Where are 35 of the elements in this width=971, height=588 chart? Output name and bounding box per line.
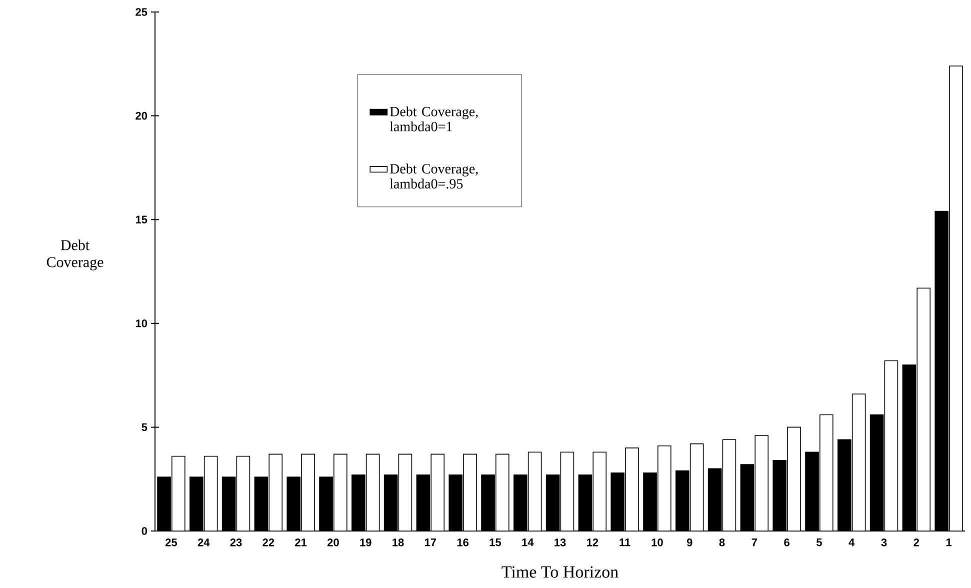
x-tick-label: 1 xyxy=(946,538,952,546)
x-tick-label: 19 xyxy=(360,538,372,546)
x-axis-title: Time To Horizon xyxy=(502,566,618,578)
x-tick-label: 13 xyxy=(554,538,566,546)
x-tick-label: 17 xyxy=(424,538,436,546)
x-tick-label: 3 xyxy=(881,538,887,546)
x-tick-label: 24 xyxy=(198,538,210,546)
y-tick-label: 0 xyxy=(142,527,148,535)
x-tick-label: 22 xyxy=(262,538,274,546)
x-tick-label: 16 xyxy=(457,538,469,546)
x-tick-label: 10 xyxy=(652,538,663,546)
legend-label: Debt Coverage, lambda0=.95 xyxy=(390,164,478,189)
x-tick-label: 6 xyxy=(784,538,790,546)
y-axis-title: Debt Coverage xyxy=(46,240,104,270)
x-tick-label: 5 xyxy=(816,538,822,546)
y-tick-label: 25 xyxy=(136,8,148,16)
x-tick-label: 8 xyxy=(719,538,725,546)
x-tick-label: 18 xyxy=(392,538,404,546)
x-tick-label: 23 xyxy=(230,538,242,546)
x-tick-label: 9 xyxy=(686,538,692,546)
x-tick-label: 12 xyxy=(586,538,598,546)
legend-label: Debt Coverage, lambda0=1 xyxy=(390,106,478,132)
y-tick-label: 15 xyxy=(136,216,148,224)
x-tick-label: 4 xyxy=(848,538,855,546)
x-tick-label: 7 xyxy=(752,538,757,546)
x-tick-label: 14 xyxy=(522,538,534,546)
x-tick-label: 2 xyxy=(914,538,920,546)
x-tick-label: 15 xyxy=(490,538,502,546)
y-tick-label: 5 xyxy=(142,423,148,432)
x-tick-label: 25 xyxy=(165,538,178,546)
y-tick-label: 10 xyxy=(136,320,148,328)
x-tick-label: 20 xyxy=(327,538,339,546)
y-tick-label: 20 xyxy=(136,112,148,120)
x-tick-label: 11 xyxy=(620,538,630,546)
x-tick-label: 21 xyxy=(295,538,307,546)
